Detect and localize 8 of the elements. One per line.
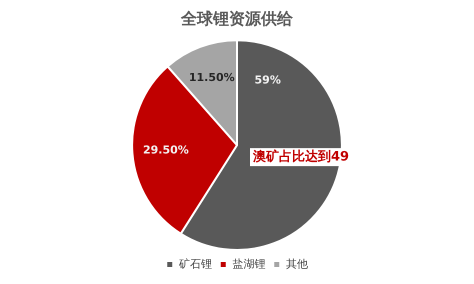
- legend-label: 矿石锂: [178, 257, 212, 270]
- data-label: 29.50%: [142, 144, 189, 157]
- legend-label: 其他: [286, 257, 308, 270]
- legend-label: 盐湖锂: [232, 257, 266, 270]
- data-label: 59%: [254, 74, 281, 87]
- chart-title: 全球锂资源供给: [180, 8, 294, 28]
- text: 澳矿占比达到49: [252, 148, 350, 164]
- data-label: 11.50%: [188, 71, 235, 84]
